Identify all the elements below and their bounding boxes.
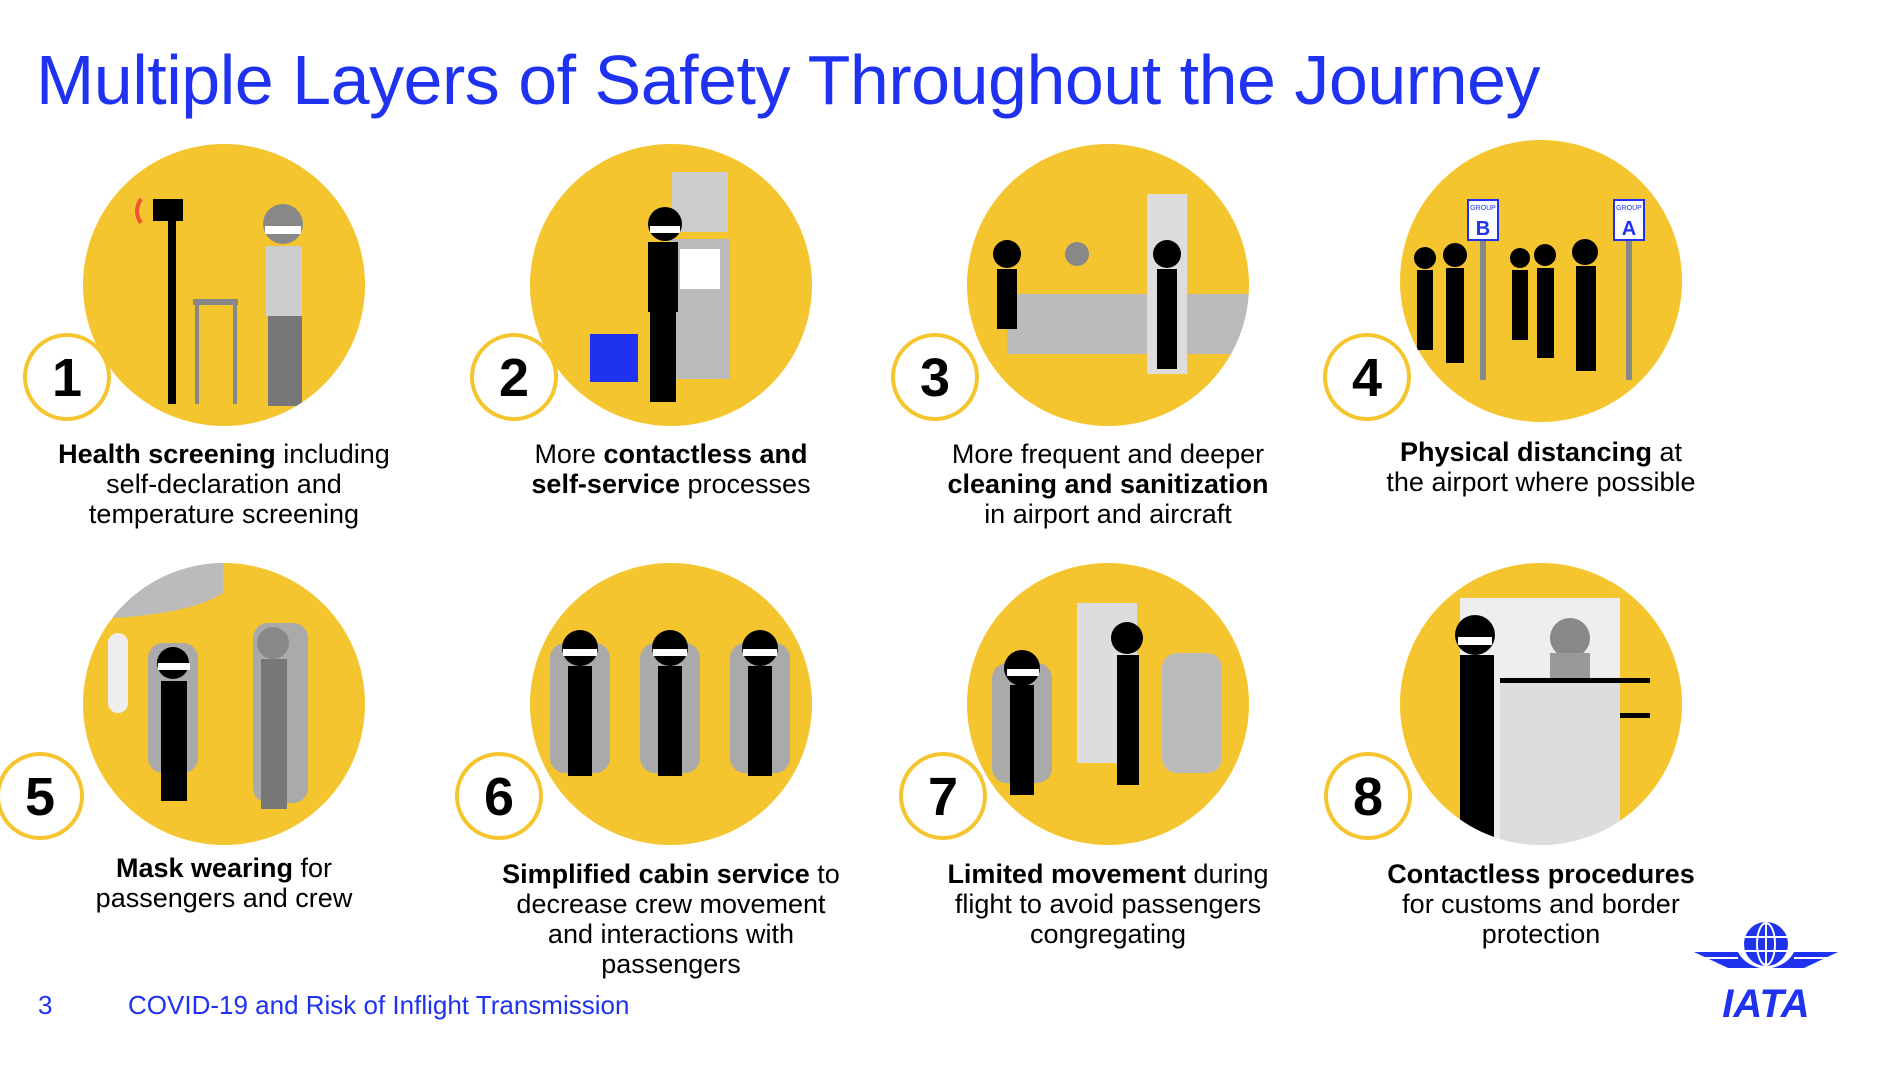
caption-text: for customs and border (1402, 889, 1680, 919)
page-number: 3 (38, 990, 53, 1020)
sign-group-a: A (1622, 218, 1636, 240)
mask-wearing-illustration (83, 563, 365, 845)
item-caption: Simplified cabin service to decrease cre… (461, 859, 881, 979)
sign-group-b: B (1476, 218, 1490, 240)
caption-text: at (1652, 437, 1683, 467)
caption-text: cleaning and sanitization (947, 469, 1269, 499)
step-number-badge: 1 (23, 333, 111, 421)
distancing-queue-illustration: GROUP B GROUP A (1400, 140, 1682, 422)
sign-group-label: GROUP (1616, 205, 1642, 212)
caption-text: Simplified cabin service (502, 859, 810, 889)
caption-text: Mask wearing for (14, 853, 434, 883)
item-caption: Physical distancing at the airport where… (1331, 437, 1751, 497)
step-number-badge: 4 (1323, 333, 1411, 421)
caption-text: cleaning and sanitization (898, 469, 1318, 499)
caption-text: passengers and crew (95, 883, 353, 913)
caption-text: Limited movement (947, 859, 1186, 889)
step-number-badge: 7 (899, 752, 987, 840)
step-number-badge: 6 (455, 752, 543, 840)
caption-text: the airport where possible (1386, 467, 1696, 497)
self-service-kiosk-illustration (530, 144, 812, 426)
caption-text: decrease crew movement (516, 889, 826, 919)
item-caption: Mask wearing for passengers and crew (14, 853, 434, 913)
item-caption: Health screening including self-declarat… (14, 439, 434, 529)
caption-text: for (293, 853, 333, 883)
item-caption: Limited movement during flight to avoid … (898, 859, 1318, 949)
caption-text: to (809, 859, 840, 889)
caption-text: Physical distancing at (1331, 437, 1751, 467)
step-number-badge: 5 (0, 752, 84, 840)
caption-text: during (1185, 859, 1269, 889)
item-caption: Contactless procedures for customs and b… (1331, 859, 1751, 949)
caption-text: in airport and aircraft (984, 499, 1232, 529)
caption-text: Contactless procedures (1331, 859, 1751, 889)
caption-text: self-declaration and (106, 469, 342, 499)
caption-text: Simplified cabin service to (461, 859, 881, 889)
caption-text: passengers (601, 949, 741, 979)
iata-logo: IATA (1694, 922, 1838, 1022)
page-title: Multiple Layers of Safety Throughout the… (36, 41, 1540, 119)
footer-caption: COVID-19 and Risk of Inflight Transmissi… (128, 990, 630, 1020)
step-number-badge: 8 (1324, 752, 1412, 840)
caption-text: including (275, 439, 390, 469)
sign-group-label: GROUP (1470, 205, 1496, 212)
caption-text: More (534, 439, 604, 469)
caption-text: processes (680, 469, 811, 499)
step-number-badge: 3 (891, 333, 979, 421)
caption-text: and interactions with (547, 919, 795, 949)
cabin-service-illustration (530, 563, 812, 845)
caption-text: More contactless and (461, 439, 881, 469)
caption-text: self-service (531, 469, 681, 499)
step-number-badge: 2 (470, 333, 558, 421)
temperature-screening-illustration (83, 144, 365, 426)
caption-text: temperature screening (88, 499, 360, 529)
caption-text: self-service processes (461, 469, 881, 499)
caption-text: Health screening including (14, 439, 434, 469)
cleaning-illustration (967, 144, 1249, 426)
item-caption: More frequent and deeper cleaning and san… (898, 439, 1318, 529)
caption-text: Contactless procedures (1387, 859, 1695, 889)
caption-bold: Health screening (58, 439, 276, 469)
border-control-illustration (1400, 563, 1682, 845)
limited-movement-illustration (967, 563, 1249, 845)
caption-text: congregating (1029, 919, 1187, 949)
caption-text: More frequent and deeper (951, 439, 1265, 469)
caption-text: Mask wearing (115, 853, 294, 883)
logo-text: IATA (1722, 982, 1809, 1022)
caption-text: protection (1481, 919, 1601, 949)
caption-text: Limited movement during (898, 859, 1318, 889)
caption-text: Physical distancing (1399, 437, 1653, 467)
caption-text: flight to avoid passengers (954, 889, 1262, 919)
item-caption: More contactless and self-service proces… (461, 439, 881, 499)
caption-text: contactless and (603, 439, 808, 469)
